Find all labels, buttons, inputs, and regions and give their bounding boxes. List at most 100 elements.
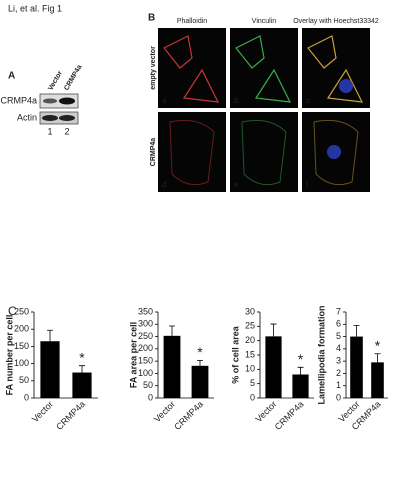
x-tick-label: Vector: [152, 399, 177, 424]
y-tick-label: 15: [245, 349, 255, 359]
y-tick-label: 50: [143, 380, 153, 390]
y-tick-label: 30: [245, 306, 255, 316]
column-header: Overlay with Hoechst33342: [293, 18, 379, 25]
y-axis-label: FA number per cell: [4, 315, 14, 396]
error-bar: [270, 323, 277, 337]
y-tick-label: 150: [14, 341, 29, 351]
lane-label: CRMP4a: [63, 64, 83, 92]
cell: [163, 35, 193, 69]
bar: [292, 374, 309, 398]
y-tick-label: 150: [138, 356, 153, 366]
bar: [350, 336, 363, 398]
cell: [254, 68, 292, 103]
error-bar: [169, 325, 175, 336]
y-tick-label: 3: [336, 356, 341, 366]
x-tick-label: CRMP4a: [54, 399, 87, 432]
bar: [265, 336, 282, 398]
bar: [191, 365, 209, 398]
bar: [371, 362, 384, 398]
y-axis-label: Lamellipodia formation: [316, 305, 326, 404]
y-tick-label: 4: [336, 343, 341, 353]
y-tick-label: 7: [336, 306, 341, 316]
y-tick-label: 10: [245, 364, 255, 374]
row-label: empty vector: [150, 46, 157, 90]
significance-label: *: [375, 337, 381, 353]
bar: [40, 341, 60, 398]
row-label: CRMP4a: [150, 138, 157, 167]
cell: [182, 68, 220, 103]
micrograph: [230, 28, 298, 108]
error-bar: [197, 360, 203, 366]
x-tick-label: CRMP4a: [172, 399, 205, 432]
micrograph: [302, 28, 370, 108]
cell: [313, 119, 359, 186]
error-bar: [79, 365, 85, 373]
y-tick-label: 200: [138, 343, 153, 353]
bar: [72, 372, 92, 398]
panel-letter: e: [234, 180, 239, 189]
panel-letter: b: [234, 96, 239, 105]
y-tick-label: 25: [245, 321, 255, 331]
y-axis-label: % of cell area: [230, 325, 240, 384]
cell: [241, 119, 287, 186]
significance-label: *: [298, 351, 304, 367]
y-tick-label: 200: [14, 324, 29, 334]
panel-letter: f: [306, 180, 309, 189]
y-tick-label: 350: [138, 306, 153, 316]
significance-label: *: [79, 349, 85, 365]
y-tick-label: 0: [24, 392, 29, 402]
panel-label: C: [8, 304, 17, 318]
column-header: Phalloidin: [177, 18, 207, 25]
band-label: CRMP4a: [0, 95, 37, 105]
band: [59, 115, 75, 121]
cell: [307, 35, 337, 69]
y-tick-label: 1: [336, 380, 341, 390]
y-axis-label: FA area per cell: [128, 322, 138, 388]
band: [42, 115, 58, 121]
y-tick-label: 100: [138, 368, 153, 378]
y-tick-label: 0: [250, 392, 255, 402]
y-tick-label: 0: [148, 392, 153, 402]
y-tick-label: 250: [14, 306, 29, 316]
nucleus: [327, 145, 341, 159]
y-tick-label: 6: [336, 319, 341, 329]
x-tick-label: Vector: [253, 399, 278, 424]
figure-title: Li, et al. Fig 1: [8, 3, 62, 13]
y-tick-label: 5: [250, 378, 255, 388]
panel-label: A: [8, 71, 15, 82]
error-bar: [47, 329, 53, 342]
y-tick-label: 0: [336, 392, 341, 402]
micrograph: [230, 112, 298, 192]
error-bar: [297, 366, 304, 375]
band-label: Actin: [17, 112, 37, 122]
significance-label: *: [197, 344, 203, 360]
nucleus: [339, 79, 353, 93]
panel-letter: a: [162, 96, 167, 105]
lane-label: Vector: [47, 70, 64, 92]
x-tick-label: Vector: [30, 399, 55, 424]
y-tick-label: 5: [336, 331, 341, 341]
y-tick-label: 20: [245, 335, 255, 345]
y-tick-label: 100: [14, 358, 29, 368]
bar: [163, 335, 181, 398]
panel-letter: c: [306, 96, 310, 105]
lane-number: 2: [64, 126, 69, 136]
x-tick-label: CRMP4a: [273, 399, 306, 432]
y-tick-label: 250: [138, 331, 153, 341]
error-bar: [353, 325, 360, 337]
y-tick-label: 50: [19, 375, 29, 385]
column-header: Vinculin: [252, 18, 276, 25]
cell: [235, 35, 265, 69]
lane-number: 1: [47, 126, 52, 136]
band: [43, 98, 57, 104]
cell: [169, 119, 215, 186]
y-tick-label: 2: [336, 368, 341, 378]
panel-letter: d: [162, 180, 166, 189]
panel-label: B: [148, 13, 155, 24]
micrograph: [158, 112, 226, 192]
cell: [326, 68, 364, 103]
error-bar: [374, 353, 381, 363]
micrograph: [158, 28, 226, 108]
y-tick-label: 300: [138, 319, 153, 329]
